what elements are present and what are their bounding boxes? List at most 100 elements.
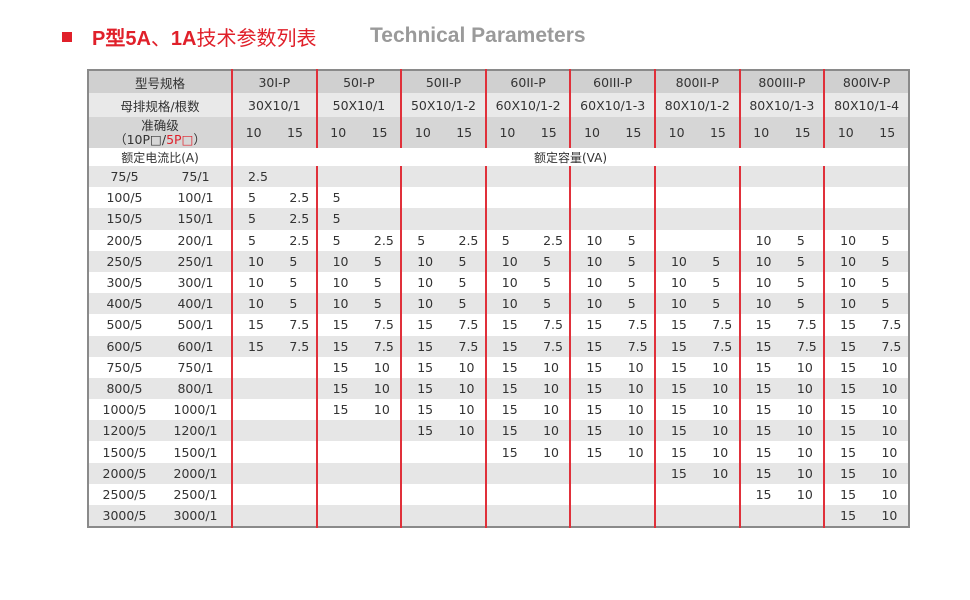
capacity-cell: 5	[612, 229, 655, 251]
capacity-cell	[231, 420, 275, 442]
capacity-cell: 15	[653, 377, 698, 400]
capacity-cell: 10	[866, 420, 909, 442]
capacity-cell: 15	[569, 377, 613, 400]
capacity-cell: 15	[738, 420, 782, 442]
ratio-cell: 1200/1	[160, 420, 233, 442]
capacity-cell: 7.5	[697, 335, 740, 357]
capacity-cell: 7.5	[274, 314, 317, 336]
ratio-cell: 600/1	[160, 335, 233, 357]
capacity-cell: 10	[823, 229, 867, 251]
ratio-cell: 2000/5	[88, 462, 160, 484]
capacity-cell: 15	[569, 420, 613, 442]
capacity-cell: 15	[823, 314, 867, 336]
capacity-cell: 15	[738, 377, 782, 400]
capacity-cell	[484, 505, 529, 528]
capacity-cell: 15	[823, 441, 867, 463]
accuracy-header: 15	[697, 117, 740, 148]
square-bullet-icon	[62, 31, 72, 42]
capacity-cell: 7.5	[358, 335, 402, 357]
capacity-cell: 5	[400, 229, 444, 251]
ratio-cell: 600/5	[88, 335, 160, 357]
capacity-cell: 15	[653, 314, 698, 336]
capacity-cell: 10	[823, 271, 867, 294]
accuracy-header: 15	[358, 117, 402, 148]
capacity-cell: 5	[612, 271, 655, 294]
capacity-cell: 10	[738, 293, 782, 315]
capacity-label: 额定容量(VA)	[231, 148, 909, 166]
capacity-cell	[315, 505, 359, 528]
accuracy-header: 15	[781, 117, 825, 148]
capacity-cell: 2.5	[358, 229, 402, 251]
capacity-cell: 5	[231, 187, 275, 209]
capacity-cell	[738, 187, 782, 209]
capacity-cell	[400, 462, 444, 484]
table-row: 250/5 250/1 10 5 10 5 10 5 10 5 10 5 10 5 10 5 10 5	[88, 250, 909, 272]
busbar-header: 60X10/1-3	[569, 93, 655, 117]
capacity-cell	[315, 420, 359, 442]
capacity-cell: 15	[738, 441, 782, 463]
capacity-cell: 10	[528, 420, 571, 442]
capacity-cell: 15	[315, 377, 359, 400]
capacity-cell: 15	[315, 356, 359, 378]
capacity-cell	[443, 462, 486, 484]
capacity-cell	[358, 420, 402, 442]
capacity-cell: 10	[484, 250, 529, 272]
capacity-cell: 10	[358, 399, 402, 421]
capacity-cell: 5	[866, 293, 909, 315]
capacity-cell: 7.5	[781, 335, 825, 357]
capacity-cell: 10	[823, 293, 867, 315]
ratio-cell: 75/5	[88, 166, 160, 188]
capacity-cell	[443, 483, 486, 505]
capacity-cell	[484, 187, 529, 209]
capacity-cell: 5	[443, 293, 486, 315]
capacity-cell	[358, 441, 402, 463]
capacity-cell: 15	[823, 420, 867, 442]
capacity-cell	[612, 483, 655, 505]
capacity-cell	[484, 208, 529, 230]
page-heading: P型5A、1A技术参数列表	[62, 22, 317, 51]
ratio-cell: 300/5	[88, 271, 160, 294]
table-row: 100/5 100/1 5 2.5 5	[88, 187, 909, 209]
capacity-cell: 10	[697, 356, 740, 378]
capacity-cell: 5	[781, 293, 825, 315]
capacity-cell: 10	[781, 377, 825, 400]
capacity-cell: 10	[231, 250, 275, 272]
busbar-header: 50X10/1	[315, 93, 402, 117]
capacity-cell: 15	[653, 399, 698, 421]
capacity-cell	[274, 505, 317, 528]
capacity-cell: 10	[231, 271, 275, 294]
capacity-cell	[697, 187, 740, 209]
capacity-cell	[274, 399, 317, 421]
capacity-cell	[612, 505, 655, 528]
table-row: 600/5 600/1 15 7.5 15 7.5 15 7.5 15 7.5 15 7.5 15 7.5…	[88, 335, 909, 357]
capacity-cell: 15	[484, 399, 529, 421]
capacity-cell: 10	[443, 356, 486, 378]
capacity-cell: 15	[653, 356, 698, 378]
capacity-cell: 10	[528, 356, 571, 378]
capacity-cell: 10	[697, 399, 740, 421]
ratio-cell: 100/5	[88, 187, 160, 209]
capacity-cell: 5	[443, 271, 486, 294]
accuracy-header: 10	[484, 117, 529, 148]
capacity-cell: 15	[484, 420, 529, 442]
capacity-cell: 10	[612, 420, 655, 442]
capacity-cell: 10	[443, 420, 486, 442]
ratio-cell: 3000/1	[160, 505, 233, 528]
capacity-cell	[781, 166, 825, 188]
capacity-cell: 2.5	[443, 229, 486, 251]
capacity-cell: 10	[738, 271, 782, 294]
chinese-title: P型5A、1A技术参数列表	[92, 26, 317, 50]
capacity-cell: 10	[612, 377, 655, 400]
accuracy-header: 10	[738, 117, 782, 148]
capacity-cell	[443, 187, 486, 209]
capacity-cell	[528, 462, 571, 484]
capacity-cell: 5	[781, 229, 825, 251]
capacity-cell: 10	[781, 483, 825, 505]
capacity-cell	[231, 377, 275, 400]
capacity-cell	[315, 462, 359, 484]
model-header: 800IV-P	[823, 70, 909, 93]
ratio-cell: 400/1	[160, 293, 233, 315]
capacity-cell	[231, 356, 275, 378]
capacity-cell	[569, 462, 613, 484]
capacity-cell	[358, 208, 402, 230]
